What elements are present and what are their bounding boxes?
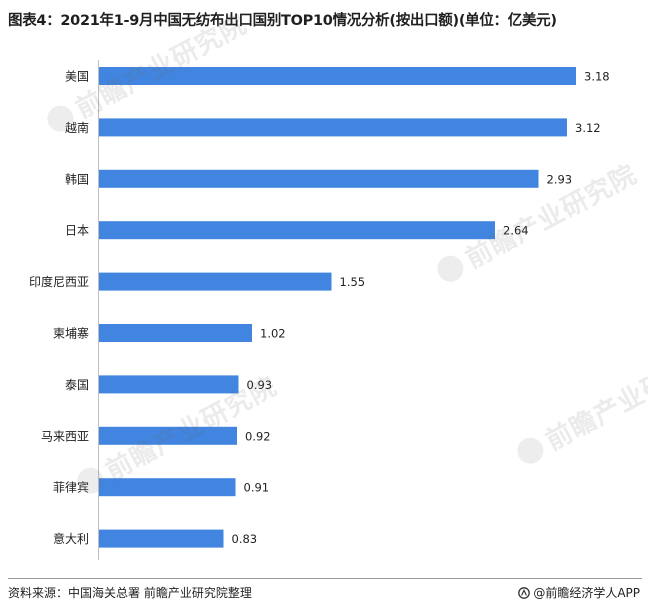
value-label: 2.93	[547, 172, 573, 186]
value-label: 0.92	[245, 429, 271, 443]
bar-1	[99, 118, 567, 137]
category-label: 柬埔寨	[53, 326, 89, 341]
value-label: 0.91	[244, 481, 270, 495]
category-label: 印度尼西亚	[29, 274, 89, 289]
bars-layer: 美国 3.18 越南 3.12 韩国 2.93 日本 2.64 印度尼西亚 1.55 柬埔寨 1.02…	[29, 67, 610, 548]
category-label: 意大利	[53, 531, 89, 546]
value-label: 3.18	[584, 70, 610, 84]
category-label: 泰国	[65, 378, 89, 392]
bar-7	[99, 426, 237, 445]
bar-5	[99, 324, 252, 342]
bar-chart: 美国 3.18 越南 3.12 韩国 2.93 日本 2.64 印度尼西亚 1.55 柬埔寨 1.02…	[29, 60, 610, 560]
value-label: 3.12	[575, 121, 601, 135]
bar-2	[99, 169, 539, 188]
category-label: 马来西亚	[41, 429, 89, 443]
category-label: 韩国	[65, 171, 89, 186]
value-label: 0.93	[247, 378, 273, 392]
chart-title: 图表4：2021年1-9月中国无纺布出口国别TOP10情况分析(按出口额)(单位…	[8, 13, 557, 29]
value-label: 1.55	[340, 275, 366, 289]
brand-logo-icon	[518, 586, 531, 599]
category-label: 日本	[65, 224, 89, 238]
footer-divider	[8, 578, 642, 579]
category-label: 菲律宾	[53, 480, 89, 495]
value-label: 0.83	[232, 532, 258, 546]
value-label: 1.02	[260, 327, 286, 341]
bar-8	[99, 478, 236, 497]
bar-3	[99, 221, 495, 240]
bar-6	[99, 375, 239, 394]
value-label: 2.64	[503, 224, 529, 238]
brand-text: @前瞻经济学人APP	[533, 586, 640, 600]
category-label: 越南	[65, 120, 89, 135]
bar-4	[99, 272, 332, 291]
source-note: 资料来源：中国海关总署 前瞻产业研究院整理	[8, 586, 252, 600]
bar-0	[99, 67, 576, 85]
brand-credit: @前瞻经济学人APP	[518, 584, 640, 601]
category-label: 美国	[65, 70, 89, 84]
bar-9	[99, 529, 224, 548]
